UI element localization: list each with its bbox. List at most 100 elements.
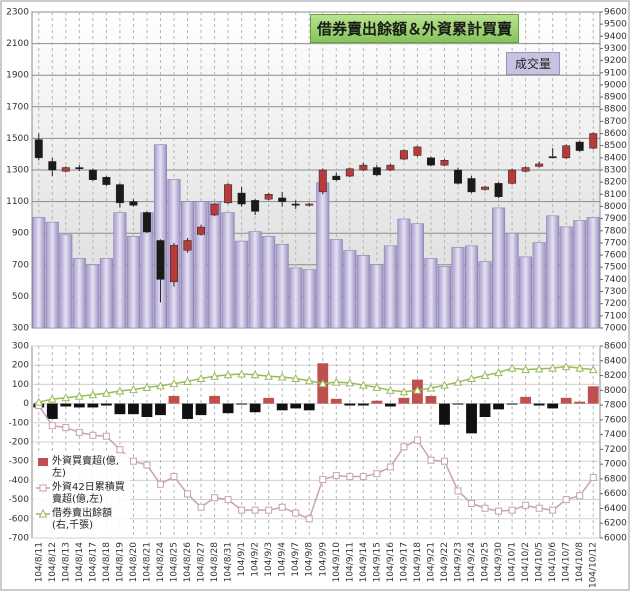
marker [264,371,274,380]
marker [373,470,381,478]
legend-swatch [36,508,50,518]
bar [532,242,546,329]
bar [329,239,343,329]
candle-body [75,167,84,170]
marker [129,385,138,394]
bar [60,403,72,407]
y-tick-label: 300 [12,324,29,334]
bar [451,247,465,329]
y2-tick-label: 7000 [604,324,627,334]
candle-body [237,192,246,205]
x-tick-label: 104/9/21 [426,542,436,582]
bar [221,212,235,329]
candle-body [454,169,462,184]
marker [575,363,585,372]
marker [305,515,313,523]
marker [115,386,125,395]
y-tick-label: -400 [9,476,30,486]
bar [478,261,492,329]
y2-tick-label: 8100 [604,190,627,200]
marker [440,457,448,465]
y-tick-label: 1700 [6,102,29,112]
y-tick-label: 900 [12,229,29,239]
marker [156,381,165,390]
marker [250,370,260,379]
bar [46,403,58,419]
marker [589,474,597,482]
legend-item: 外資42日累積買賣超(億,左) [36,482,128,506]
y-tick-label: 1500 [6,134,29,144]
marker [576,492,584,500]
marker [331,377,341,386]
y2-tick-label: 6000 [604,534,627,544]
bar [493,403,504,410]
marker [291,373,301,382]
y2-tick-label: 7300 [604,287,627,297]
marker [480,370,490,380]
candle-body [170,245,178,283]
x-tick-label: 104/8/13 [61,542,71,582]
x-tick-label: 104/9/16 [386,542,396,583]
x-tick-label: 104/9/4 [278,542,288,577]
x-tick-label: 104/8/12 [48,542,58,582]
bar [289,267,303,329]
marker [223,370,233,379]
marker [453,377,463,386]
candle-body [48,161,57,171]
y2-tick-label: 7500 [604,263,627,273]
marker [48,422,56,430]
y2-tick-label: 6200 [604,519,627,529]
y-tick-label: 1100 [6,197,29,207]
bar [587,386,599,404]
marker [372,382,382,391]
bar [262,236,276,329]
bar [114,403,126,415]
marker [224,496,232,504]
candle-body [548,156,557,159]
marker [548,363,558,372]
marker [277,372,287,381]
bar [492,207,506,329]
legend: 外資買賣超(億,左) 外資42日累積買賣超(億,左) 借券賣出餘額(右,千張) [34,454,130,536]
y2-tick-label: 9600 [604,8,627,18]
y2-tick-label: 8000 [604,202,627,212]
y2-tick-label: 9400 [604,32,627,42]
bar [72,258,86,329]
x-tick-label: 104/8/17 [88,542,98,582]
y2-tick-label: 6400 [604,504,627,514]
bar [330,398,342,404]
x-tick-label: 104/9/17 [399,542,409,582]
marker [413,385,422,394]
x-tick-label: 104/8/25 [170,542,180,582]
candle-body [508,169,517,184]
candle-body [210,203,219,216]
legend-label: 外資買賣超(億,左) [52,456,120,479]
marker [142,382,152,391]
bar [209,395,220,404]
marker [143,461,151,469]
marker [507,363,517,372]
legend-label: 外資42日累積買賣超(億,左) [52,482,125,505]
x-tick-label: 104/9/14 [359,542,369,583]
x-tick-label: 104/8/28 [210,542,220,583]
y2-tick-label: 9100 [604,68,627,78]
bar [343,250,357,329]
candle-body [278,197,287,202]
marker [319,475,327,483]
x-tick-label: 104/9/7 [291,542,301,577]
bar [113,212,127,329]
candle-body [440,160,449,166]
candle-body [264,194,273,200]
bar [155,403,166,416]
marker [494,368,503,377]
bar [356,255,370,329]
y-tick-label: 200 [12,361,29,371]
candle-body [481,186,490,190]
y2-tick-label: 8400 [604,356,627,366]
candle-body [413,146,422,156]
bar [276,403,288,411]
bar [397,218,411,329]
candle-body [575,141,584,151]
marker [102,388,111,397]
y2-tick-label: 7800 [604,226,627,236]
